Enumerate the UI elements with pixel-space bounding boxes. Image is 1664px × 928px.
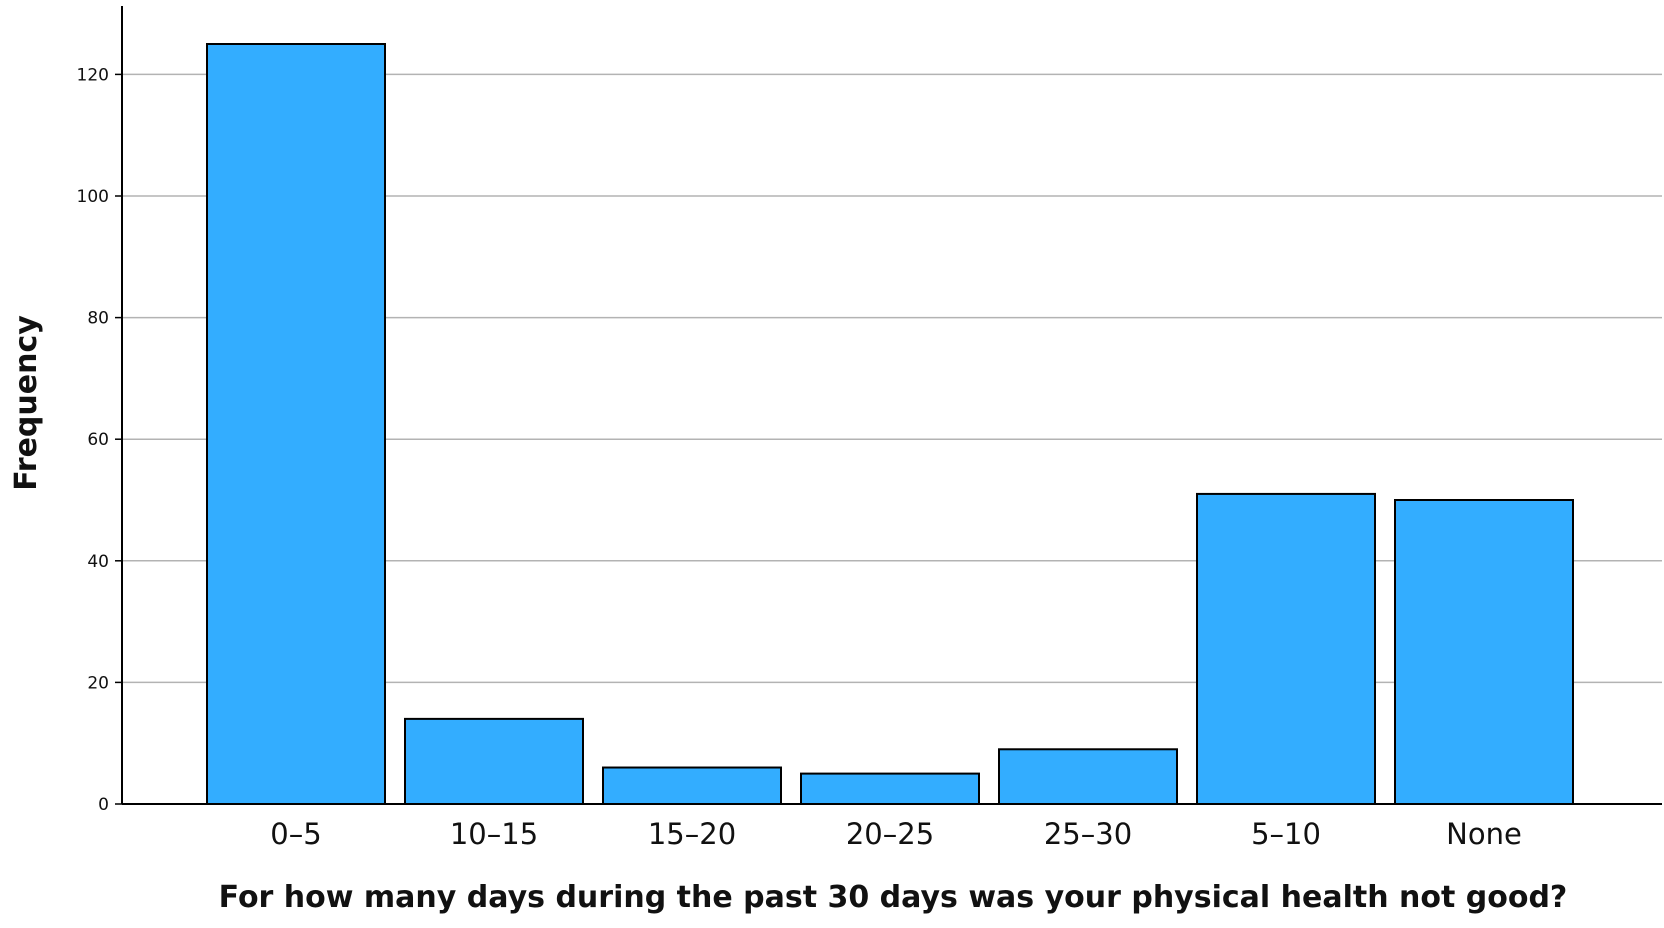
y-tick-label: 120 — [77, 65, 109, 85]
y-axis-title: Frequency — [9, 315, 44, 491]
y-tick-labels: 0 20 40 60 80 100 120 — [77, 65, 122, 815]
x-tick-label: 20–25 — [846, 817, 934, 851]
y-tick-label: 40 — [87, 552, 109, 572]
x-tick-label: None — [1446, 817, 1522, 851]
bar-5-10 — [1196, 492, 1376, 805]
axes — [121, 6, 1662, 805]
bar-15-20 — [602, 766, 782, 806]
bar-10-15 — [404, 717, 584, 806]
x-tick-labels: 0–5 10–15 15–20 20–25 25–30 5–10 None — [270, 817, 1522, 851]
y-tick-label: 60 — [87, 430, 109, 450]
x-tick-label: 15–20 — [648, 817, 736, 851]
bar-0-5 — [206, 43, 386, 805]
x-tick-label: 0–5 — [270, 817, 321, 851]
bar-none — [1394, 499, 1574, 805]
bar-20-25 — [800, 772, 980, 805]
y-tick-label: 80 — [87, 309, 109, 329]
y-tick-label: 0 — [98, 795, 109, 815]
x-tick-label: 10–15 — [450, 817, 538, 851]
y-tick-label: 20 — [87, 673, 109, 693]
x-axis-title: For how many days during the past 30 day… — [219, 880, 1568, 915]
x-tick-label: 5–10 — [1251, 817, 1321, 851]
y-tick-label: 100 — [77, 187, 109, 207]
bars — [206, 43, 1574, 806]
bar-25-30 — [998, 748, 1178, 806]
x-tick-label: 25–30 — [1044, 817, 1132, 851]
